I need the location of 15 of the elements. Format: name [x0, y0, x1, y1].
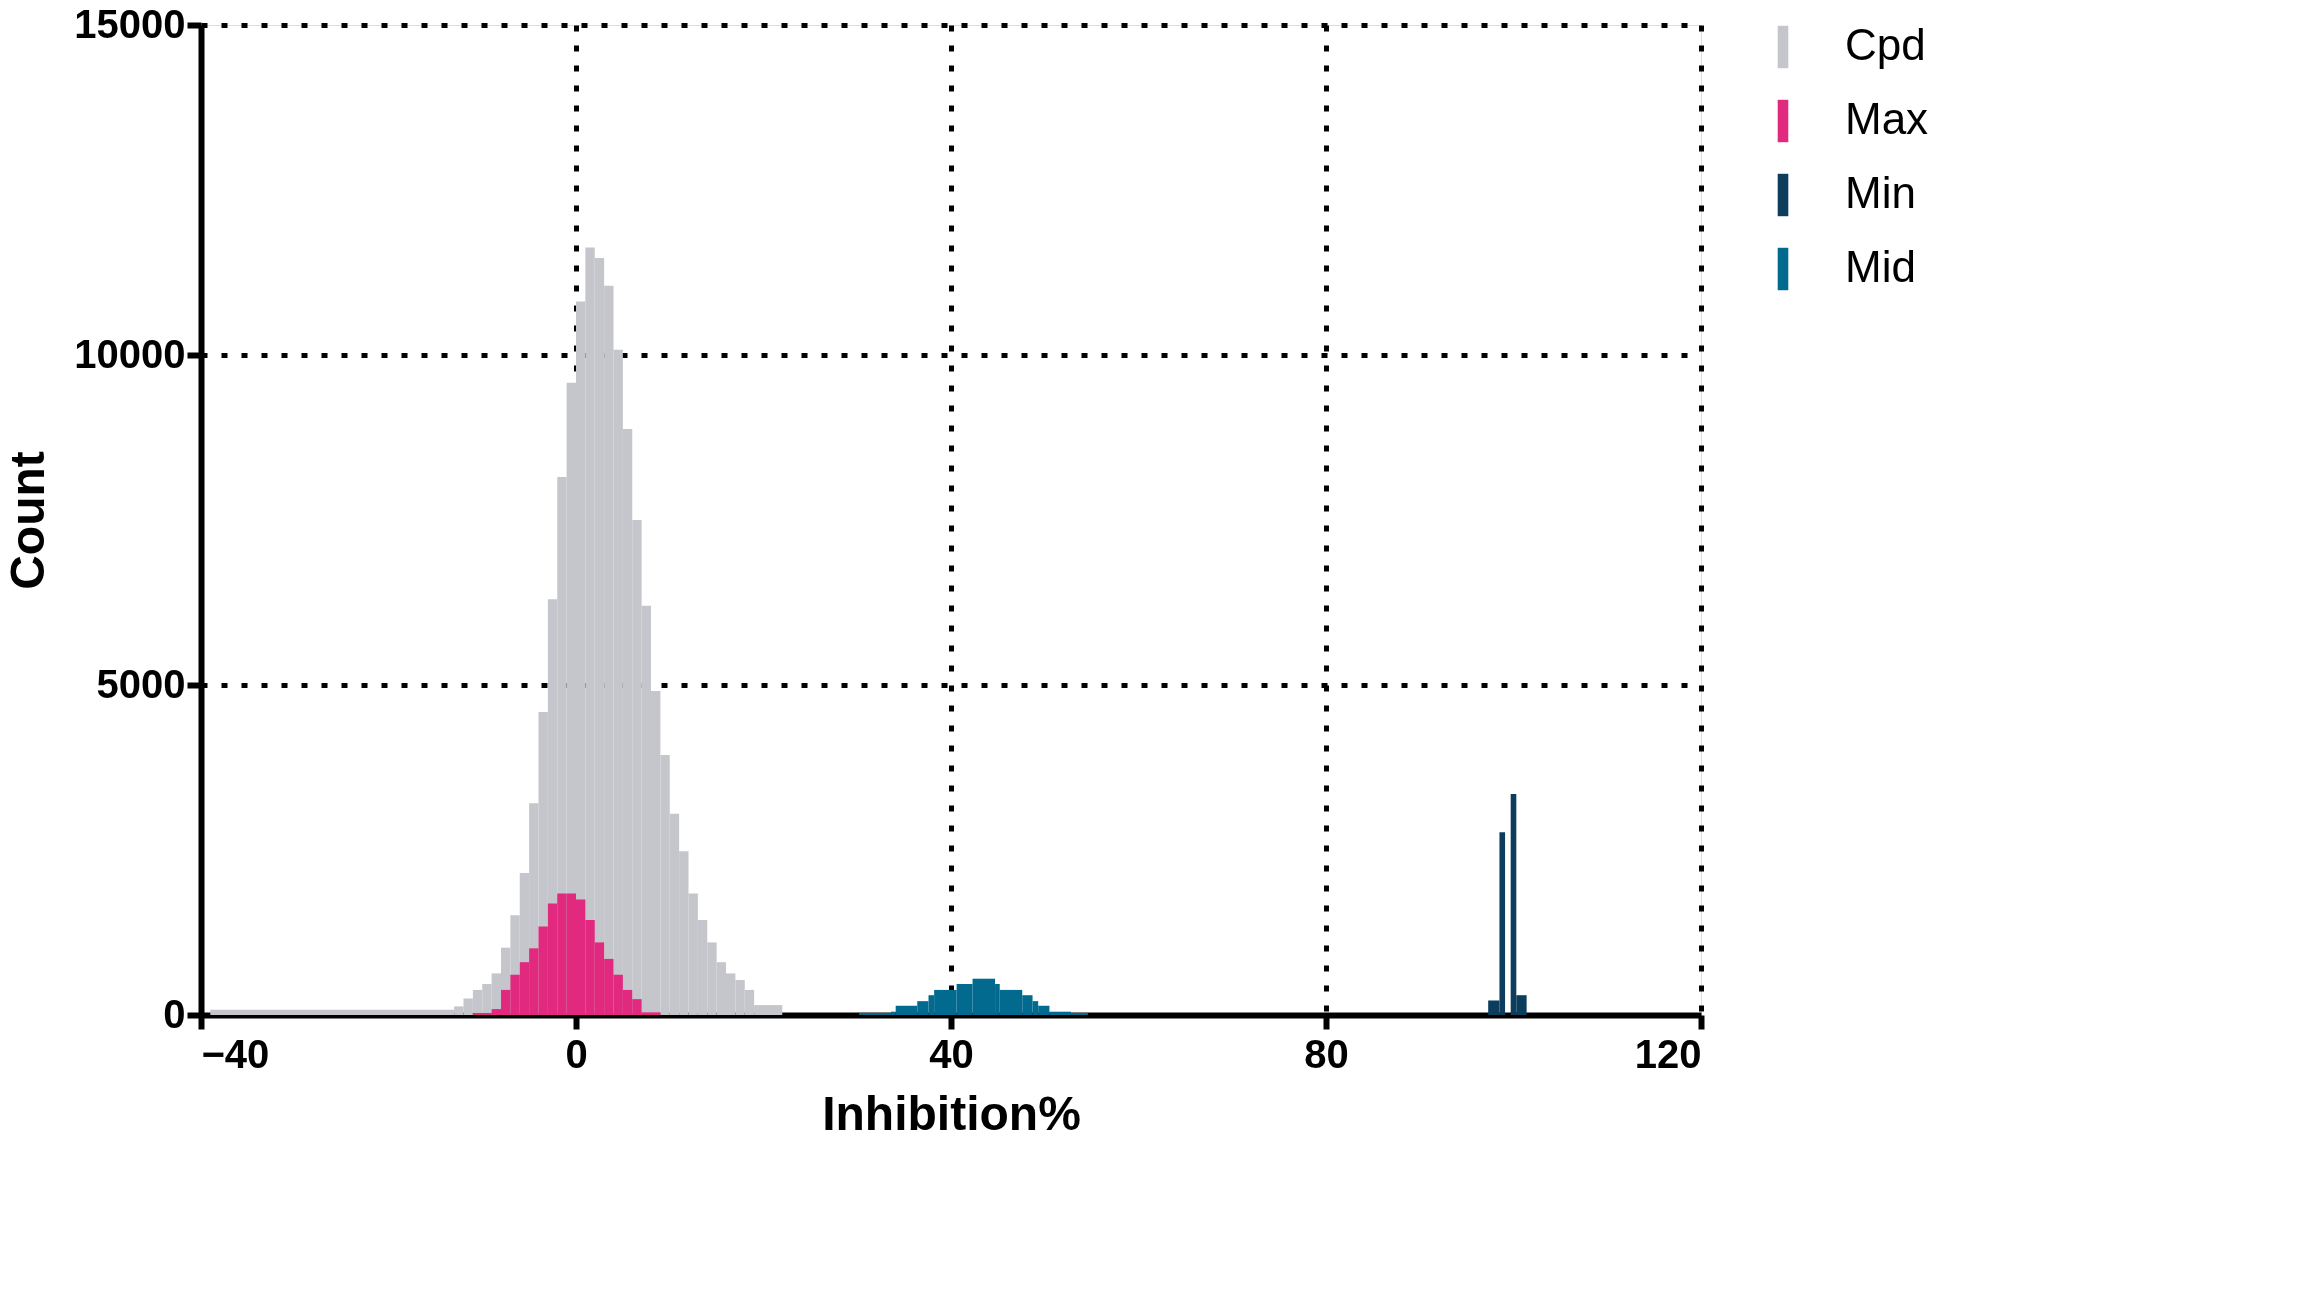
- y-tick-label: 5000: [96, 661, 186, 706]
- x-tick-label: 120: [1634, 1031, 1702, 1076]
- legend-label: Min: [1845, 168, 1916, 217]
- legend-label: Mid: [1845, 242, 1916, 291]
- legend-label: Max: [1845, 94, 1929, 143]
- legend-label: Cpd: [1845, 20, 1926, 69]
- x-tick-label: 40: [929, 1031, 974, 1076]
- x-tick-label: −40: [201, 1031, 270, 1076]
- y-tick-label: 15000: [74, 1, 186, 46]
- x-tick-label: 80: [1304, 1031, 1349, 1076]
- y-axis-title: Count: [1, 451, 55, 590]
- x-axis-title: Inhibition%: [822, 1086, 1081, 1140]
- y-tick-label: 10000: [74, 331, 186, 376]
- x-tick-label: 0: [565, 1031, 588, 1076]
- y-tick-label: 0: [163, 991, 186, 1036]
